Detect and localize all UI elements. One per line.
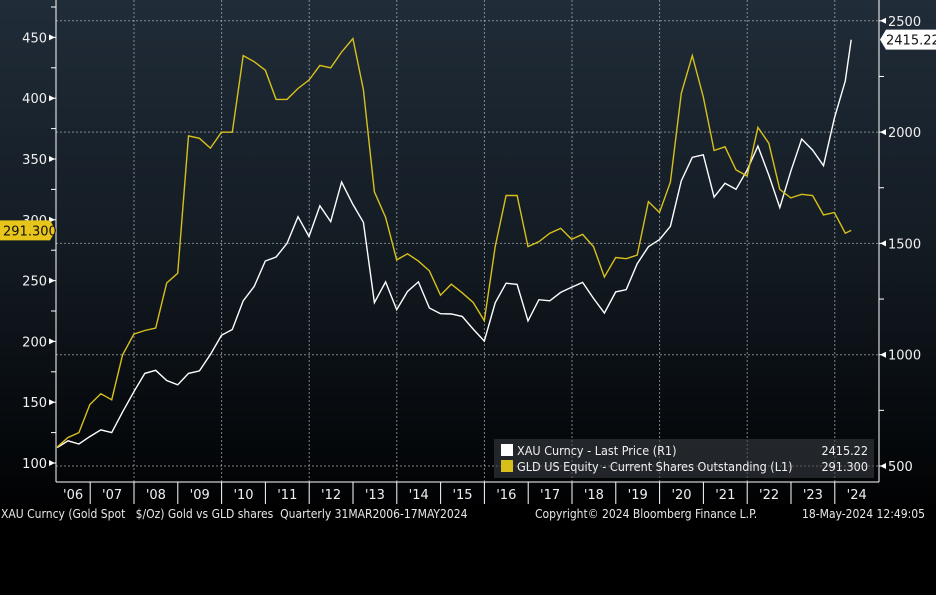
right-tick-label: 1000: [888, 349, 921, 364]
x-tick-label: '22: [759, 488, 779, 503]
x-tick-label: '15: [452, 488, 472, 503]
x-tick-label: '07: [102, 488, 122, 503]
legend-value: 291.300: [822, 459, 869, 475]
left-tick-arrow: [49, 338, 55, 344]
x-tick-label: '19: [628, 488, 648, 503]
right-tick-label: 500: [888, 460, 913, 475]
right-tick-arrow: [880, 352, 886, 358]
left-tick-arrow: [49, 460, 55, 466]
legend-swatch-yellow: [501, 460, 513, 472]
left-tick-label: 200: [22, 335, 47, 350]
left-tick-arrow: [49, 278, 55, 284]
chart-svg: 1001502002503003504004505001000150020002…: [0, 0, 936, 505]
x-tick-label: '23: [803, 488, 823, 503]
copyright: Copyright© 2024 Bloomberg Finance L.P.: [535, 505, 757, 523]
timestamp: 18-May-2024 12:49:05: [802, 505, 925, 523]
left-tick-label: 400: [22, 92, 47, 107]
right-tick-arrow: [880, 240, 886, 246]
last-value-label-right: 2415.22: [886, 34, 936, 49]
legend: XAU Curncy - Last Price (R1) 2415.22 GLD…: [494, 439, 874, 478]
left-tick-label: 250: [22, 275, 47, 290]
x-tick-label: '08: [146, 488, 166, 503]
legend-label: GLD US Equity - Current Shares Outstandi…: [517, 459, 793, 474]
chart-window: 1001502002503003504004505001000150020002…: [0, 0, 936, 523]
right-tick-label: 1500: [888, 237, 921, 252]
left-tick-label: 100: [22, 457, 47, 472]
last-value-label-left: 291.300: [3, 224, 57, 239]
right-tick-arrow: [880, 18, 886, 24]
left-tick-label: 350: [22, 153, 47, 168]
right-tick-label: 2000: [888, 126, 921, 141]
chart-description: XAU Curncy (Gold Spot $/Oz) Gold vs GLD …: [1, 505, 468, 523]
x-tick-label: '10: [233, 488, 253, 503]
x-tick-label: '24: [847, 488, 867, 503]
x-tick-label: '11: [277, 488, 297, 503]
x-tick-label: '17: [540, 488, 560, 503]
legend-item-xau: XAU Curncy - Last Price (R1) 2415.22: [501, 443, 868, 459]
right-tick-label: 2500: [888, 15, 921, 30]
x-tick-label: '14: [409, 488, 429, 503]
left-tick-label: 450: [22, 31, 47, 46]
legend-label: XAU Curncy - Last Price (R1): [517, 443, 676, 458]
x-tick-label: '06: [63, 488, 83, 503]
footer: XAU Curncy (Gold Spot $/Oz) Gold vs GLD …: [0, 505, 936, 523]
x-tick-label: '16: [496, 488, 516, 503]
legend-value: 2415.22: [822, 443, 869, 459]
left-tick-label: 150: [22, 396, 47, 411]
x-tick-label: '12: [321, 488, 341, 503]
left-tick-arrow: [49, 34, 55, 40]
legend-swatch-white: [501, 444, 513, 456]
x-tick-label: '18: [584, 488, 604, 503]
left-tick-arrow: [49, 399, 55, 405]
x-tick-label: '20: [671, 488, 691, 503]
left-tick-arrow: [49, 156, 55, 162]
left-tick-arrow: [49, 95, 55, 101]
legend-item-gld: GLD US Equity - Current Shares Outstandi…: [501, 459, 868, 475]
x-tick-label: '09: [190, 488, 210, 503]
right-tick-arrow: [880, 129, 886, 135]
x-tick-label: '21: [715, 488, 735, 503]
right-tick-arrow: [880, 463, 886, 469]
x-tick-label: '13: [365, 488, 385, 503]
